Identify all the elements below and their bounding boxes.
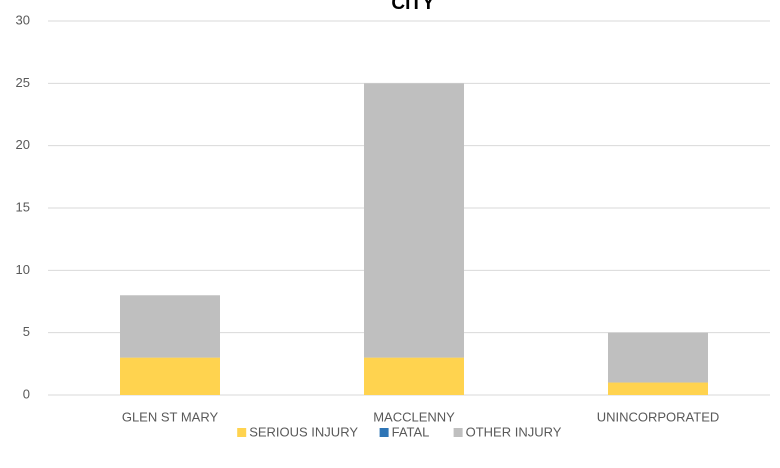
bar-segment bbox=[364, 83, 464, 358]
bar-segment bbox=[608, 332, 708, 383]
y-tick-label: 10 bbox=[16, 262, 30, 277]
x-tick-label: UNINCORPORATED bbox=[597, 409, 720, 424]
bar-segment bbox=[120, 295, 220, 358]
chart-title: CITY bbox=[391, 0, 435, 14]
y-tick-label: 5 bbox=[23, 324, 30, 339]
y-tick-label: 20 bbox=[16, 137, 30, 152]
bar-segment bbox=[608, 382, 708, 395]
legend-swatch bbox=[379, 428, 389, 437]
y-tick-label: 25 bbox=[16, 75, 30, 90]
y-tick-label: 15 bbox=[16, 199, 30, 214]
legend-swatch bbox=[237, 428, 247, 437]
legend-label: FATAL bbox=[392, 424, 430, 439]
bar-segment bbox=[364, 357, 464, 395]
y-tick-label: 30 bbox=[16, 12, 30, 27]
legend-label: OTHER INJURY bbox=[466, 424, 562, 439]
legend-swatch bbox=[453, 428, 463, 437]
legend-label: SERIOUS INJURY bbox=[249, 424, 358, 439]
x-tick-label: GLEN ST MARY bbox=[122, 409, 219, 424]
y-tick-label: 0 bbox=[23, 386, 30, 401]
x-tick-label: MACCLENNY bbox=[373, 409, 455, 424]
bar-segment bbox=[120, 357, 220, 395]
